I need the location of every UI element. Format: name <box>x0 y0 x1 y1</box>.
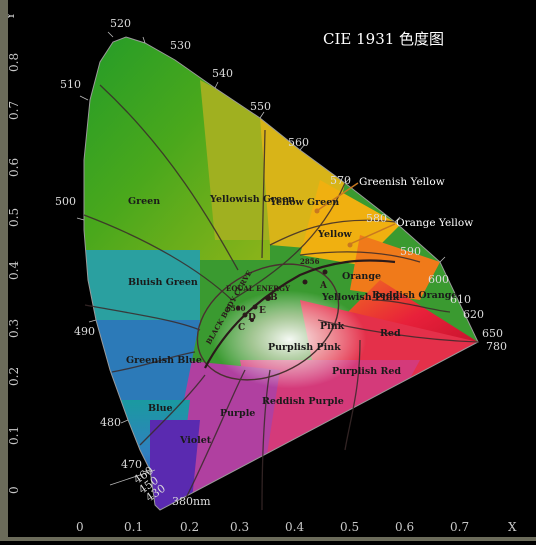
region-purple: Purple <box>220 408 255 419</box>
greenish-yellow-callout-line <box>317 182 359 211</box>
locus-tick-marks <box>76 31 446 486</box>
black-body-region <box>196 259 396 381</box>
region-orange: Orange <box>342 271 381 282</box>
region-bluish-green: Bluish Green <box>128 277 198 288</box>
wavelength-label: 540 <box>212 67 233 80</box>
orange-yellow-callout-line <box>349 223 396 245</box>
spectral-locus-outline <box>83 36 479 511</box>
wavelength-label: 380nm <box>172 495 211 508</box>
region-reddish-purple: Reddish Purple <box>262 396 344 407</box>
y-axis-label: Y <box>3 11 17 21</box>
region-yellow: Yellow <box>317 229 353 240</box>
color-region-labels: Green Yellowish Green Yellow Green Yello… <box>126 194 457 446</box>
wavelength-label: 560 <box>288 136 309 149</box>
wavelength-label: 610 <box>450 293 471 306</box>
y-tick: 0.7 <box>7 101 21 120</box>
wavelength-label: 620 <box>463 308 484 321</box>
wavelength-label: 580 <box>366 212 387 225</box>
wavelength-label: 470 <box>121 458 142 471</box>
point-c-label: C <box>238 323 245 333</box>
wavelength-label: 480 <box>100 416 121 429</box>
wavelength-label: 780 <box>486 340 507 353</box>
y-tick: 0.1 <box>7 426 21 445</box>
x-axis-label: X <box>508 520 517 534</box>
y-tick: 0.6 <box>7 158 21 177</box>
x-axis-ticks: 0 0.1 0.2 0.3 0.4 0.5 0.6 0.7 X <box>76 520 517 534</box>
greenish-yellow-label: Greenish Yellow <box>359 176 445 188</box>
y-tick: 0.2 <box>7 367 21 386</box>
region-boundaries <box>83 84 479 511</box>
orange-yellow-callout-dot <box>347 242 353 248</box>
x-tick: 0.4 <box>285 520 304 534</box>
region-blue: Blue <box>148 403 173 414</box>
temp-2856-label: 2856 <box>300 257 320 266</box>
region-reddish-orange: Reddish Orange <box>372 290 457 301</box>
y-tick: 0 <box>7 486 21 494</box>
y-tick: 0.5 <box>7 208 21 227</box>
region-red: Red <box>380 328 401 339</box>
wavelength-label: 570 <box>330 174 351 187</box>
point-a-label: A <box>319 281 328 291</box>
x-tick: 0.6 <box>395 520 414 534</box>
point-e-label: E <box>259 306 266 316</box>
x-tick: 0.7 <box>450 520 469 534</box>
x-tick: 0.2 <box>180 520 199 534</box>
wavelength-label: 520 <box>110 17 131 30</box>
region-yellowish-green: Yellowish Green <box>209 194 295 205</box>
y-tick: 0.4 <box>7 261 21 280</box>
wavelength-label: 590 <box>400 245 421 258</box>
x-tick: 0.3 <box>230 520 249 534</box>
point-d-label: D <box>248 313 256 323</box>
wavelength-label: 550 <box>250 100 271 113</box>
temp-6500-label: 6500 <box>226 304 246 313</box>
left-border-strip <box>0 0 8 541</box>
y-tick: 0.3 <box>7 319 21 338</box>
y-axis-ticks: 0 0.1 0.2 0.3 0.4 0.5 0.6 0.7 0.8 Y <box>3 11 21 494</box>
region-purplish-red: Purplish Red <box>332 366 401 377</box>
x-tick: 0.1 <box>124 520 143 534</box>
x-tick: 0.5 <box>340 520 359 534</box>
diagram-title: CIE 1931 色度图 <box>323 30 444 48</box>
region-greenish-blue: Greenish Blue <box>126 355 202 366</box>
x-tick: 0 <box>76 520 84 534</box>
wavelength-label: 650 <box>482 327 503 340</box>
y-tick: 0.8 <box>7 53 21 72</box>
orange-yellow-label: Orange Yellow <box>396 217 473 229</box>
wavelength-label: 490 <box>74 325 95 338</box>
wavelength-label: 500 <box>55 195 76 208</box>
region-purplish-pink: Purplish Pink <box>268 342 341 353</box>
region-violet: Violet <box>179 435 212 446</box>
wavelength-label: 510 <box>60 78 81 91</box>
region-pink: Pink <box>320 321 345 332</box>
equal-energy-label: EQUAL ENERGY <box>226 284 291 293</box>
region-green: Green <box>128 196 160 207</box>
greenish-yellow-callout-dot <box>314 208 320 214</box>
wavelength-label: 600 <box>428 273 449 286</box>
point-b-label: B <box>270 293 278 303</box>
bottom-border-strip <box>0 537 536 541</box>
region-yellow-green: Yellow Green <box>269 197 339 208</box>
region-yellowish-pink: Yellowish Pink <box>321 292 400 303</box>
wavelength-label: 530 <box>170 39 191 52</box>
